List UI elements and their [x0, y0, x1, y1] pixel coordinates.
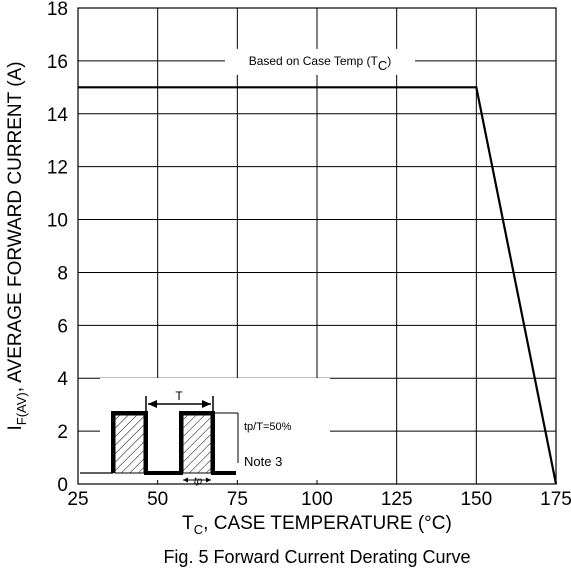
y-tick-label: 10 [47, 211, 68, 232]
y-tick-label: 16 [47, 52, 68, 73]
x-tick-label: 100 [301, 489, 333, 510]
series-layer: Based on Case Temp (TC) [78, 48, 558, 485]
note-label: Note 3 [244, 454, 282, 469]
pulse-hatch-2 [182, 414, 212, 474]
derating-curve-line [78, 86, 558, 485]
y-tick-label: 6 [57, 316, 68, 337]
y-axis-title: IF(AV), AVERAGE FORWARD CURRENT (A) [5, 61, 29, 430]
y-tick-label: 0 [57, 475, 68, 496]
y-tick-label: 18 [47, 0, 68, 20]
x-tick-label: 25 [67, 489, 88, 510]
pulse-width-arrow-right [206, 477, 211, 483]
tick-labels: 25 50 75 100 125 150 175 0 2 4 6 8 10 12 14 16 18 [47, 0, 571, 510]
series-label-background [225, 48, 415, 75]
y-tick-label: 8 [57, 263, 68, 284]
y-tick-label: 2 [57, 422, 68, 443]
y-tick-label: 4 [57, 369, 68, 390]
duty-cycle-inset: Ttp tp/T=50% Note 3 [80, 378, 330, 487]
period-arrow-left [148, 400, 157, 408]
series-annotation-label: Based on Case Temp (TC) [249, 54, 392, 73]
pulse-width-arrow-left [183, 477, 188, 483]
plot-frame [77, 7, 557, 485]
period-label: T [175, 389, 183, 403]
figure-caption: Fig. 5 Forward Current Derating Curve [163, 547, 470, 567]
pulse-hatch-1 [114, 414, 145, 474]
x-axis-title: TC, CASE TEMPERATURE (°C) [182, 513, 452, 537]
y-tick-label: 14 [47, 105, 69, 126]
x-tick-label: 175 [540, 489, 571, 510]
x-tick-label: 50 [147, 489, 168, 510]
text-layer: TC, CASE TEMPERATURE (°C) IF(AV), AVERAGE… [5, 61, 471, 567]
x-tick-label: 75 [227, 489, 248, 510]
pulse-width-label: tp [194, 476, 203, 487]
x-tick-label: 150 [460, 489, 492, 510]
pulse-waveform [111, 411, 236, 475]
y-tick-label: 12 [47, 158, 68, 179]
duty-cycle-label: tp/T=50% [244, 421, 292, 433]
period-arrow-right [202, 400, 211, 408]
x-tick-label: 125 [381, 489, 413, 510]
